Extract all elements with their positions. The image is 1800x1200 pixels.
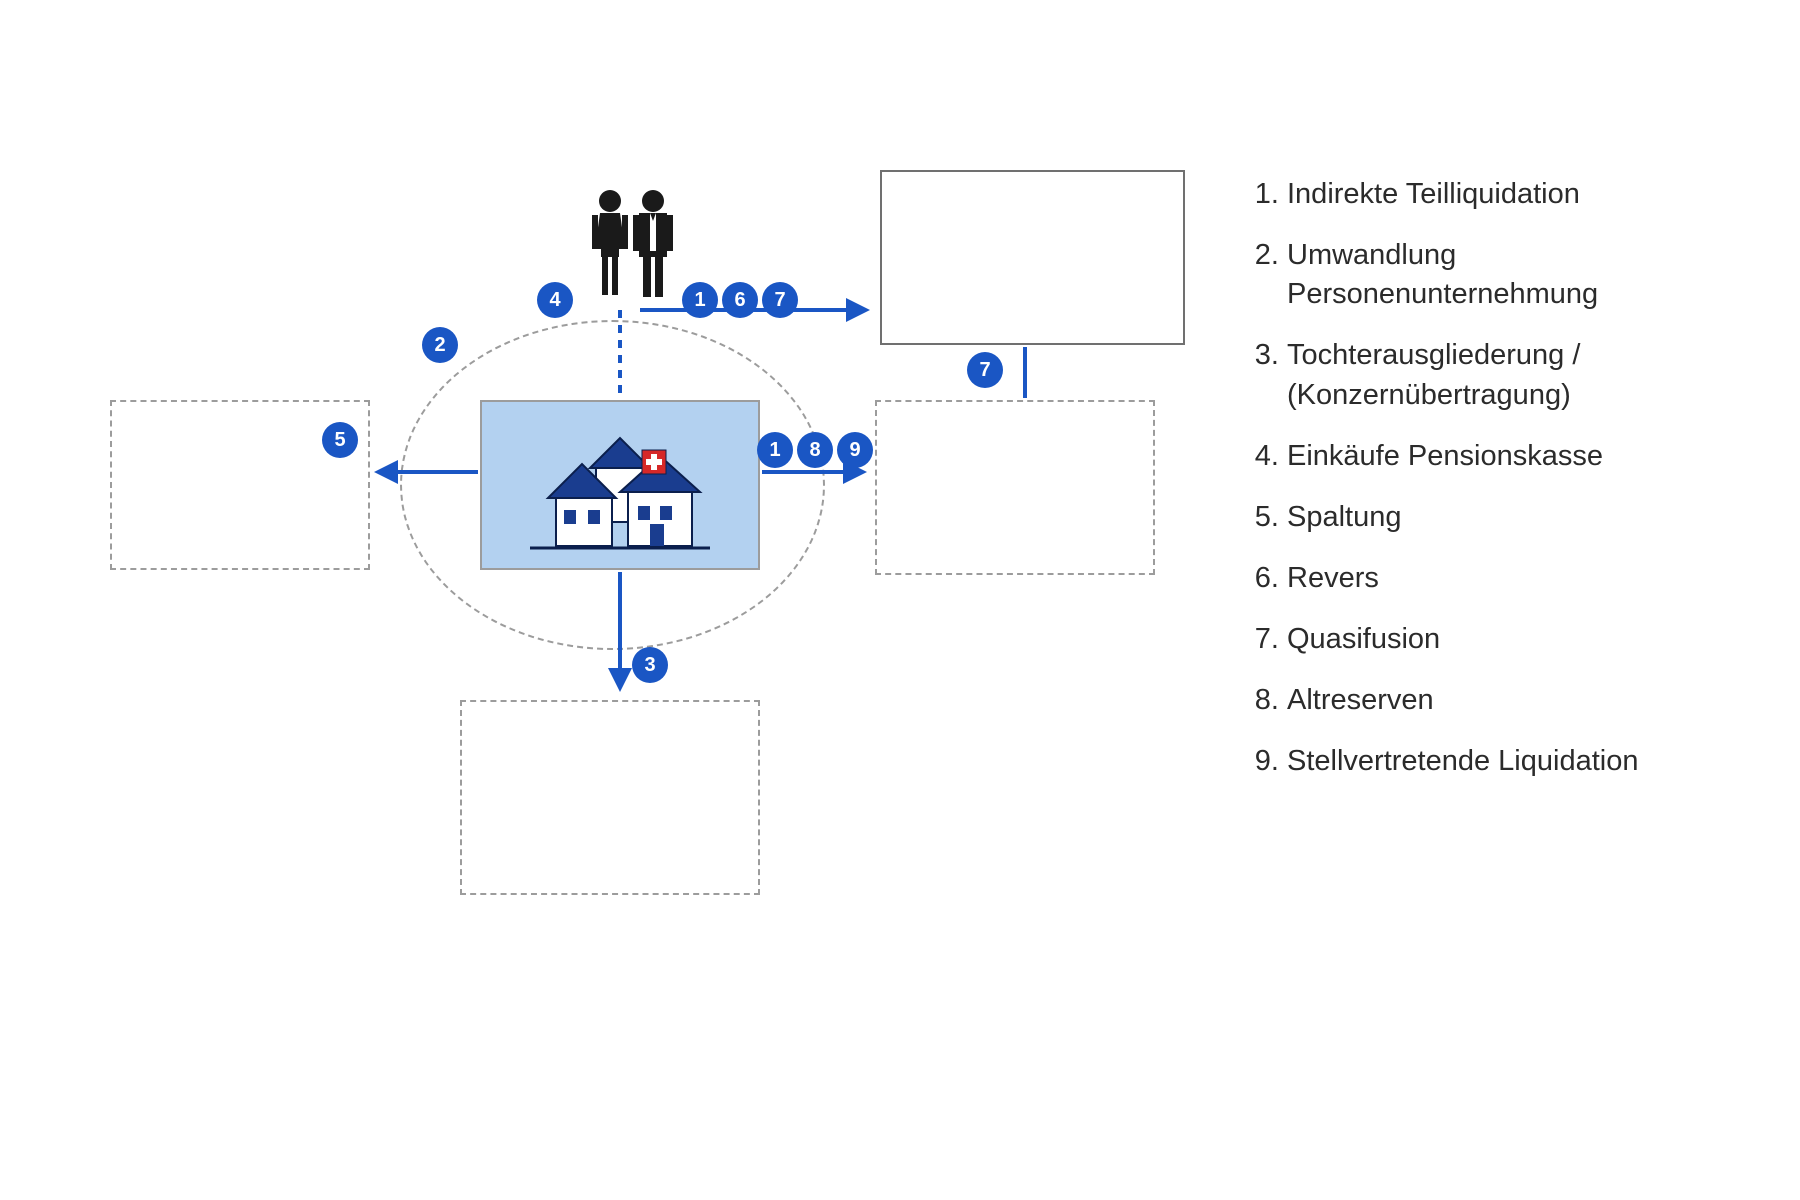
legend-item-1: Indirekte Teilliquidation: [1287, 175, 1725, 214]
badge-7: 7: [967, 352, 1003, 388]
badge-2: 2: [422, 327, 458, 363]
badge-3: 3: [632, 647, 668, 683]
badge-8: 8: [797, 432, 833, 468]
legend: Indirekte Teilliquidation Umwandlung Pers…: [1245, 175, 1725, 804]
legend-item-2: Umwandlung Personenunternehmung: [1287, 236, 1725, 314]
badge-1: 1: [757, 432, 793, 468]
legend-item-3: Tochterausgliederung / (Konzernübertragu…: [1287, 336, 1725, 414]
badge-4: 4: [537, 282, 573, 318]
legend-item-9: Stellvertretende Liquidation: [1287, 742, 1725, 781]
legend-item-5: Spaltung: [1287, 498, 1725, 537]
diagram-canvas: 41672518937 Indirekt: [0, 0, 1800, 1200]
legend-item-8: Altreserven: [1287, 681, 1725, 720]
badge-5: 5: [322, 422, 358, 458]
legend-item-7: Quasifusion: [1287, 620, 1725, 659]
legend-item-6: Revers: [1287, 559, 1725, 598]
badge-1: 1: [682, 282, 718, 318]
badge-7: 7: [762, 282, 798, 318]
legend-item-4: Einkäufe Pensionskasse: [1287, 437, 1725, 476]
badge-6: 6: [722, 282, 758, 318]
badge-9: 9: [837, 432, 873, 468]
house-cluster-icon: [520, 420, 720, 560]
people-icon: [575, 185, 685, 305]
